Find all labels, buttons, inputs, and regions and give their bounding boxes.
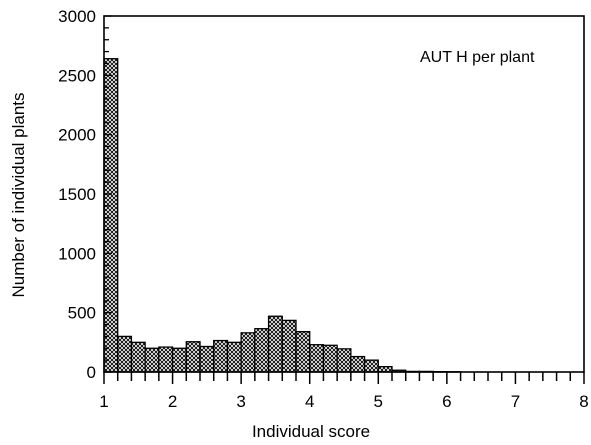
x-tick-label: 3 [236,392,245,411]
histogram-bar-13 [267,315,283,373]
histogram-bar-12 [254,328,270,373]
histogram-bar-21 [377,366,393,373]
x-axis: 1 2 3 4 5 6 7 8 [99,372,589,411]
histogram-bar-18 [336,348,352,373]
histogram-bar-20 [363,359,379,373]
x-axis-title: Individual score [252,422,370,441]
plot-frame [103,15,585,373]
x-tick-label: 6 [442,392,451,411]
y-axis-title: Number of individual plants [9,92,28,297]
histogram-bar-9 [213,339,229,373]
y-tick-label: 2000 [58,126,96,145]
bars-layer [103,58,462,373]
y-tick-label: 500 [68,304,96,323]
histogram-bar-11 [240,332,256,373]
histogram-bar-17 [322,344,338,373]
histogram-bar-7 [185,341,201,373]
histogram-bar-16 [309,344,325,373]
histogram-bar-6 [171,347,187,373]
x-tick-label: 5 [374,392,383,411]
y-tick-label: 0 [87,363,96,382]
x-tick-label: 2 [168,392,177,411]
histogram-bar-19 [350,355,366,373]
histogram-bar-14 [281,319,297,373]
y-tick-label: 1000 [58,244,96,263]
y-tick-label: 1500 [58,185,96,204]
chart-annotation: AUT H per plant [420,49,535,66]
histogram-bar-4 [144,347,160,373]
x-tick-label: 1 [99,392,108,411]
histogram-bar-15 [295,331,311,373]
x-tick-label: 7 [511,392,520,411]
x-tick-label: 4 [305,392,314,411]
y-tick-label: 3000 [58,7,96,26]
x-tick-label: 8 [579,392,588,411]
histogram-bar-3 [130,341,146,373]
histogram-bar-10 [226,341,242,373]
y-tick-label: 2500 [58,66,96,85]
histogram-bar-5 [158,346,174,373]
histogram-bar-2 [117,335,133,373]
y-axis: 0 500 1000 1500 2000 2500 3000 [58,7,112,382]
histogram-bar-8 [199,345,215,373]
